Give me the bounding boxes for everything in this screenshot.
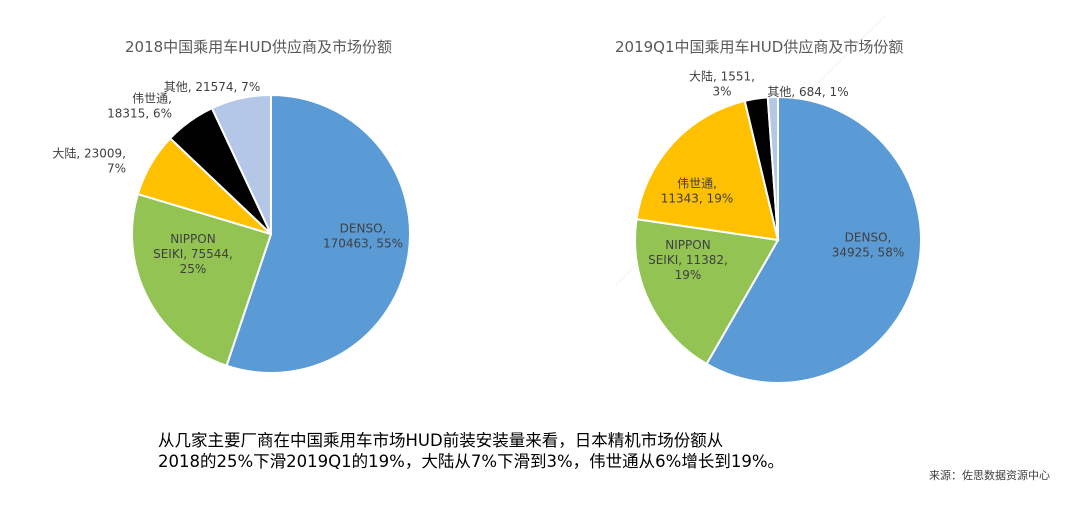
slice-data-label: 其他, 684, 1% xyxy=(767,85,848,99)
slice-data-label: NIPPON SEIKI, 75544, 25% xyxy=(153,232,233,276)
slice-data-label: 伟世通, 18315, 6% xyxy=(107,92,172,121)
chart-title-2018: 2018中国乘用车HUD供应商及市场份额 xyxy=(125,38,392,56)
slice-data-label: 伟世通, 11343, 19% xyxy=(661,177,733,206)
pie-slice xyxy=(634,218,780,366)
summary-line-2: 2018的25%下滑2019Q1的19%，大陆从7%下滑到3%，伟世通从6%增长… xyxy=(158,452,785,471)
pie-slice xyxy=(131,192,273,367)
summary-line-1: 从几家主要厂商在中国乘用车市场HUD前装安装量来看，日本精机市场份额从 xyxy=(158,431,724,450)
summary-text: 从几家主要厂商在中国乘用车市场HUD前装安装量来看，日本精机市场份额从 2018… xyxy=(158,430,784,472)
pie-slice xyxy=(705,95,922,384)
slice-data-label: DENSO, 34925, 58% xyxy=(832,231,904,260)
slice-data-label: 大陆, 23009, 7% xyxy=(52,146,126,176)
slice-data-label: 大陆, 1551, 3% xyxy=(689,69,755,99)
pie-slice xyxy=(225,93,411,374)
chart-title-2019q1: 2019Q1中国乘用车HUD供应商及市场份额 xyxy=(615,38,904,56)
slice-data-label: DENSO, 170463, 55% xyxy=(323,222,403,251)
pie-slice xyxy=(766,95,779,241)
slice-data-label: NIPPON SEIKI, 11382, 19% xyxy=(648,238,728,282)
source-note: 来源：佐思数据资源中心 xyxy=(929,469,1050,482)
pie-slice xyxy=(210,93,272,235)
pie-slice xyxy=(635,99,780,242)
slice-data-label: 其他, 21574, 7% xyxy=(164,80,260,94)
